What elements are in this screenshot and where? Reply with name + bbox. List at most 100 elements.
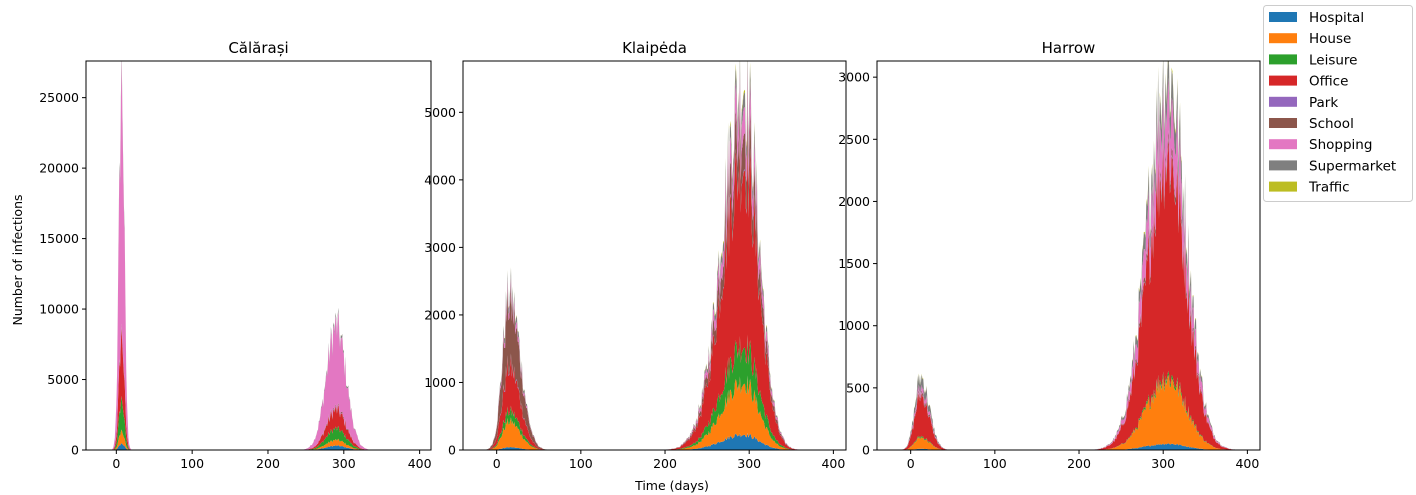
- area-park: [101, 326, 420, 450]
- axes-frame: [85, 60, 432, 451]
- legend-item-office: Office: [1269, 74, 1348, 90]
- panel-1: 0 100 200 300 400 0 5000 10000 15000 20000 25000 Că…: [39, 39, 431, 471]
- x-tick-label: 100: [983, 456, 1007, 471]
- y-tick-label: 5000: [424, 105, 456, 120]
- shared-x-axis-label: Time (days): [634, 478, 709, 493]
- y-tick-label: 1000: [838, 318, 870, 333]
- x-tick-label: 0: [907, 456, 915, 471]
- area-leisure: [101, 395, 420, 450]
- y-tick-label: 0: [862, 443, 870, 458]
- area-traffic: [101, 61, 420, 450]
- legend-label: Office: [1309, 74, 1348, 90]
- area-school: [101, 323, 420, 450]
- x-tick-label: 200: [256, 456, 280, 471]
- area-supermarket: [893, 61, 1248, 450]
- y-tick-label: 3000: [838, 70, 870, 85]
- area-office: [101, 327, 420, 450]
- legend-label: Supermarket: [1309, 158, 1396, 174]
- legend-swatch: [1269, 139, 1297, 150]
- x-tick-label: 300: [737, 456, 761, 471]
- panel-3: 0 100 200 300 400 0 500 1000 1500 2000 2500 3000 Har…: [838, 39, 1261, 471]
- area-park: [479, 132, 834, 450]
- legend-swatch: [1269, 118, 1297, 128]
- panel-title: Klaipėda: [622, 39, 687, 57]
- x-tick-label: 100: [569, 456, 593, 471]
- y-tick-label: 0: [448, 443, 456, 458]
- legend-label: Leisure: [1309, 52, 1358, 68]
- y-tick-label: 15000: [39, 231, 79, 246]
- area-house: [479, 375, 834, 450]
- legend-swatch: [1269, 96, 1297, 107]
- y-tick-label: 1500: [838, 256, 870, 271]
- panel-title: Harrow: [1042, 39, 1096, 57]
- legend-label: School: [1309, 116, 1354, 132]
- y-tick-label: 2000: [424, 307, 456, 322]
- legend-label: Hospital: [1309, 10, 1364, 26]
- legend-label: Traffic: [1308, 180, 1350, 196]
- legend-box: [1263, 5, 1413, 202]
- axes-frame: [462, 60, 847, 451]
- y-tick-label: 5000: [47, 372, 79, 387]
- legend-item-park: Park: [1269, 95, 1338, 111]
- legend-item-supermarket: Supermarket: [1269, 158, 1396, 174]
- x-tick-label: 400: [408, 456, 432, 471]
- area-hospital: [893, 443, 1248, 450]
- panel-2: 0 100 200 300 400010002000300040005000Klaipė…: [424, 39, 847, 471]
- panel-title: Călărași: [228, 39, 288, 57]
- area-supermarket: [101, 61, 420, 450]
- legend-label: Shopping: [1309, 137, 1372, 153]
- shared-y-axis-label: Number of infections: [10, 194, 25, 325]
- y-tick-label: 2500: [838, 132, 870, 147]
- legend-label: Park: [1309, 95, 1338, 111]
- x-tick-label: 300: [332, 456, 356, 471]
- area-house: [893, 374, 1248, 450]
- y-tick-label: 3000: [424, 240, 456, 255]
- y-tick-label: 10000: [39, 302, 79, 317]
- x-tick-label: 100: [180, 456, 204, 471]
- x-tick-label: 300: [1151, 456, 1175, 471]
- x-tick-label: 400: [1235, 456, 1259, 471]
- panels: 0 100 200 300 4000500010000150002000025000Că…: [39, 39, 1261, 471]
- y-tick-label: 0: [71, 443, 79, 458]
- stacked-areas: [101, 61, 420, 450]
- legend-item-school: School: [1269, 116, 1354, 132]
- legend-item-hospital: Hospital: [1269, 10, 1364, 26]
- area-leisure: [479, 334, 834, 450]
- area-leisure: [893, 370, 1248, 450]
- legend-swatch: [1269, 33, 1297, 44]
- legend-swatch: [1269, 181, 1297, 192]
- area-hospital: [101, 443, 420, 450]
- stacked-areas: [479, 61, 834, 450]
- area-traffic: [479, 61, 834, 450]
- area-supermarket: [479, 61, 834, 450]
- legend-swatch: [1269, 75, 1297, 86]
- area-hospital: [479, 432, 834, 450]
- y-tick-label: 500: [846, 380, 870, 395]
- x-tick-label: 0: [493, 456, 501, 471]
- legend-swatch: [1269, 54, 1297, 65]
- legend-swatch: [1269, 160, 1297, 171]
- legend-item-shopping: Shopping: [1269, 137, 1372, 153]
- stacked-areas: [893, 61, 1248, 450]
- legend-item-leisure: Leisure: [1269, 52, 1358, 68]
- y-tick-label: 25000: [39, 90, 79, 105]
- y-tick-label: 2000: [838, 194, 870, 209]
- x-tick-label: 200: [1067, 456, 1091, 471]
- y-tick-label: 1000: [424, 375, 456, 390]
- area-shopping: [101, 61, 420, 450]
- legend-item-traffic: Traffic: [1269, 180, 1350, 196]
- area-house: [101, 429, 420, 450]
- axes-frame: [876, 60, 1261, 451]
- x-tick-label: 200: [653, 456, 677, 471]
- area-office: [479, 134, 834, 450]
- area-shopping: [893, 77, 1248, 450]
- y-tick-label: 20000: [39, 161, 79, 176]
- legend-label: House: [1309, 31, 1351, 47]
- area-office: [893, 139, 1248, 450]
- x-tick-label: 0: [112, 456, 120, 471]
- legend: Hospital House Leisure Office Park School Shop…: [1263, 5, 1413, 202]
- x-tick-label: 400: [821, 456, 845, 471]
- y-tick-label: 4000: [424, 172, 456, 187]
- area-shopping: [479, 62, 834, 450]
